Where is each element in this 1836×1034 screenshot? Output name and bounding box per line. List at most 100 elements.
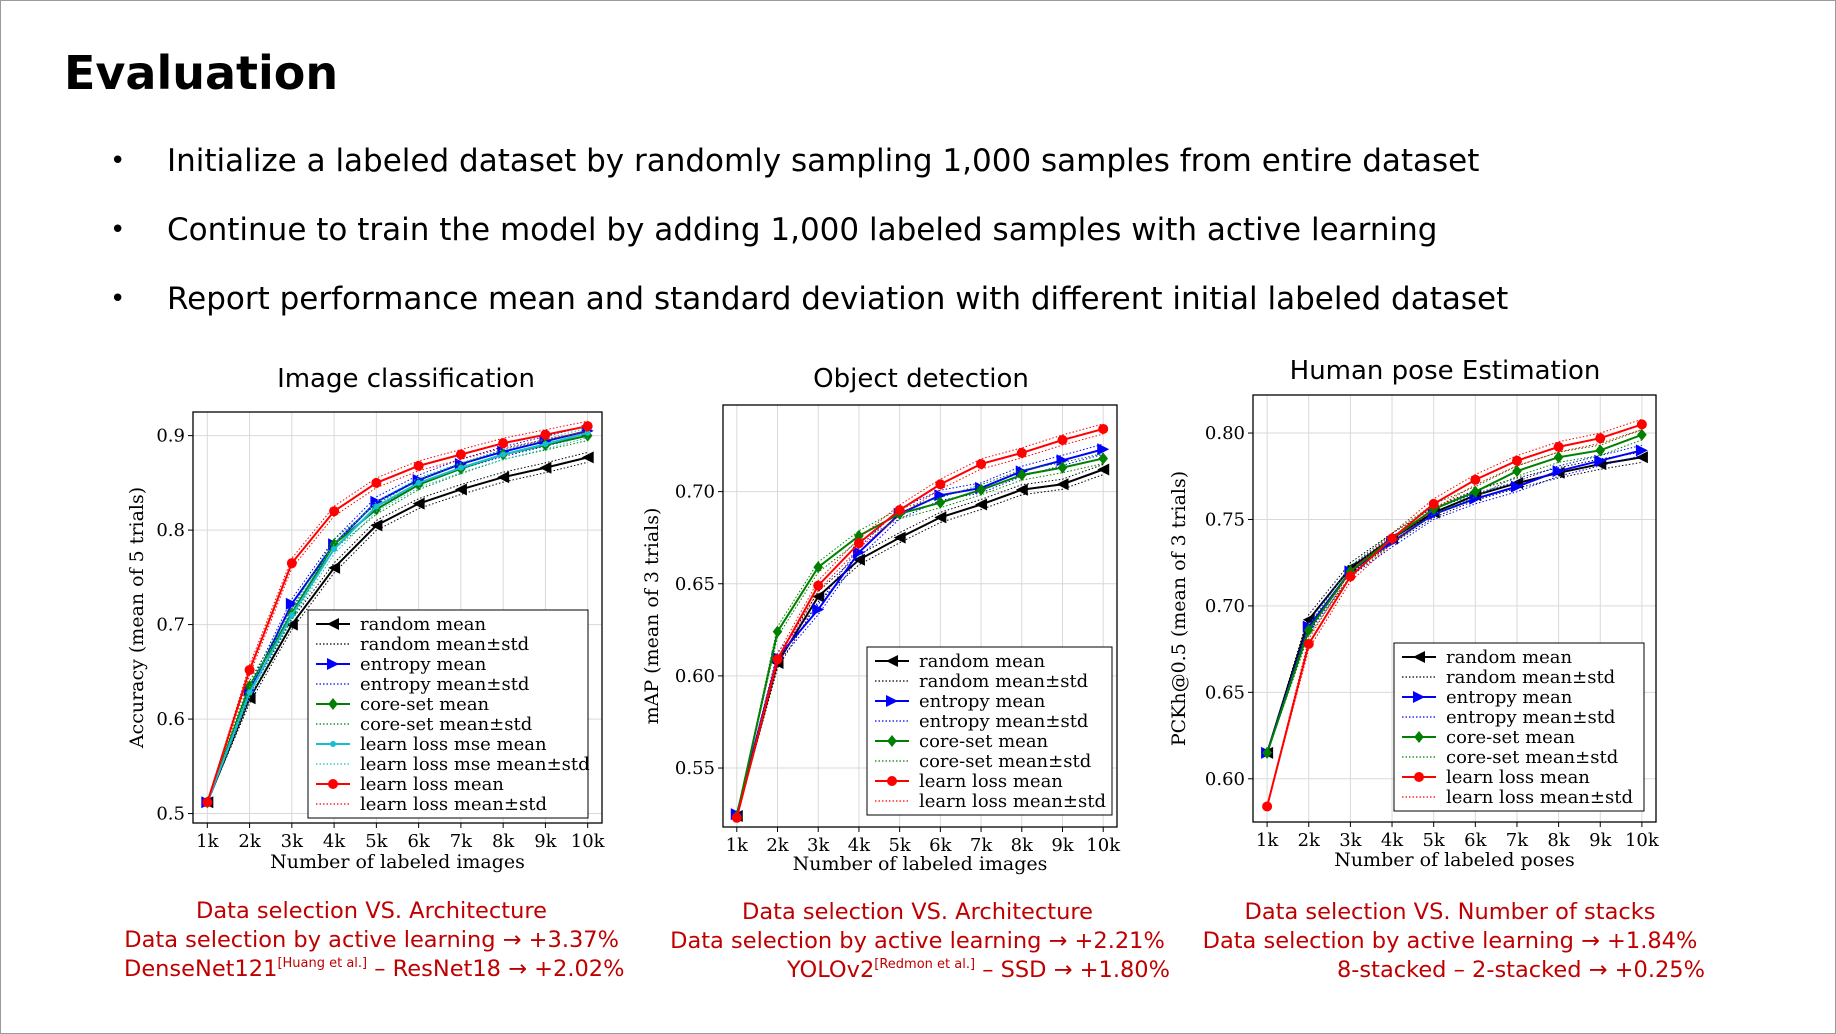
data-point <box>1595 444 1606 457</box>
series-learnloss <box>202 420 593 808</box>
legend-label: learn loss mean±std <box>919 791 1106 812</box>
data-point <box>286 558 297 569</box>
data-point <box>1512 465 1522 478</box>
bullet-text: Initialize a labeled dataset by randomly… <box>167 143 1480 179</box>
data-point <box>1387 533 1398 544</box>
y-tick-label: 0.6 <box>156 709 185 730</box>
std-line <box>736 433 1104 818</box>
data-point <box>1015 483 1028 496</box>
note-line: YOLOv2[Redmon et al.] – SSD → +1.80% <box>665 956 1170 985</box>
data-point <box>1098 452 1109 465</box>
x-tick-label: 7k <box>450 831 473 852</box>
legend-label: core-set mean±std <box>360 714 532 735</box>
chart-1: 1k 2k 3k 4k 5k 6k 7k 8k 9k 10k 0.55 0.60 0.65 0.70 Num… <box>641 404 1121 875</box>
data-point <box>887 735 897 747</box>
y-tick-label: 0.65 <box>1205 682 1245 703</box>
x-tick-label: 1k <box>1256 830 1279 851</box>
series-line <box>1266 433 1643 754</box>
data-point <box>542 441 549 448</box>
data-point <box>852 553 865 566</box>
data-point <box>1553 441 1564 452</box>
y-tick-label: 0.9 <box>156 426 185 447</box>
citation: [Huang et al.] <box>277 956 368 971</box>
data-point <box>772 654 783 665</box>
data-point <box>1016 469 1027 482</box>
bullet-text: Continue to train the model by adding 1,… <box>167 212 1438 248</box>
y-tick-label: 0.80 <box>1205 423 1245 444</box>
legend-label: core-set mean <box>919 731 1049 752</box>
data-point <box>1636 419 1647 430</box>
data-point <box>500 451 507 458</box>
bullet-item: • Report performance mean and standard de… <box>110 274 1508 343</box>
data-point <box>329 506 340 517</box>
std-line <box>736 443 1104 815</box>
note-line: Data selection by active learning → +1.8… <box>1202 928 1698 954</box>
data-point <box>935 496 946 509</box>
note-line: Data selection by active learning → +3.3… <box>124 927 619 953</box>
data-point <box>1552 465 1565 478</box>
x-tick-label: 7k <box>1506 830 1529 851</box>
data-point <box>581 451 594 464</box>
note-line: Data selection VS. Architecture <box>196 898 547 924</box>
legend-label: learn loss mean±std <box>1446 787 1633 808</box>
data-point <box>1470 474 1481 485</box>
data-point <box>887 776 897 786</box>
std-line <box>736 452 1104 817</box>
data-point <box>370 519 383 532</box>
x-tick-label: 4k <box>323 831 346 852</box>
note-detection: Data selection VS. Architecture Data sel… <box>665 898 1170 985</box>
data-point <box>886 695 898 707</box>
x-tick-label: 10k <box>1625 830 1660 851</box>
data-point <box>498 438 509 449</box>
series-learnloss <box>731 423 1109 823</box>
std-line <box>206 435 588 803</box>
y-tick-label: 0.55 <box>675 758 715 779</box>
data-point <box>327 618 339 630</box>
data-point <box>288 612 295 619</box>
chart-title-classification: Image classification <box>277 364 535 394</box>
std-line <box>1266 439 1643 754</box>
note-text: – ResNet18 → +2.02% <box>367 956 625 982</box>
std-line <box>206 420 588 803</box>
std-line <box>736 463 1104 817</box>
y-axis-label: Accuracy (mean of 5 trials) <box>126 487 148 749</box>
legend-label: learn loss mse mean±std <box>360 754 590 775</box>
data-point <box>373 503 380 510</box>
note-text: DenseNet121 <box>124 956 278 982</box>
legend-label: entropy mean <box>1446 687 1573 708</box>
x-tick-label: 6k <box>407 831 430 852</box>
data-point <box>1262 801 1273 812</box>
data-point <box>934 511 947 524</box>
data-point <box>1594 454 1607 467</box>
data-point <box>202 797 213 808</box>
data-point <box>1413 651 1425 663</box>
y-tick-label: 0.60 <box>1205 769 1245 790</box>
legend-label: entropy mean <box>360 654 487 675</box>
x-tick-label: 6k <box>929 835 952 856</box>
series-learnloss <box>1262 418 1647 812</box>
data-point <box>331 546 338 552</box>
y-tick-label: 0.8 <box>156 520 185 541</box>
data-point <box>813 561 824 574</box>
slide-title: Evaluation <box>64 46 339 100</box>
std-line <box>736 463 1104 817</box>
x-tick-label: 1k <box>726 835 749 856</box>
data-point <box>1303 638 1314 649</box>
x-tick-label: 4k <box>848 835 871 856</box>
bullet-dot-icon: • <box>110 146 126 176</box>
data-point <box>731 812 742 823</box>
bullet-text: Report performance mean and standard dev… <box>167 281 1509 317</box>
data-point <box>455 449 466 460</box>
x-axis-label: Number of labeled poses <box>1334 849 1575 871</box>
std-line <box>206 427 588 803</box>
std-line <box>1266 418 1643 807</box>
data-point <box>1056 478 1069 491</box>
x-axis-label: Number of labeled images <box>793 853 1048 875</box>
data-point <box>1056 454 1069 467</box>
x-tick-label: 5k <box>365 831 388 852</box>
legend-label: learn loss mean±std <box>360 794 547 815</box>
legend-label: random mean±std <box>1446 667 1615 688</box>
